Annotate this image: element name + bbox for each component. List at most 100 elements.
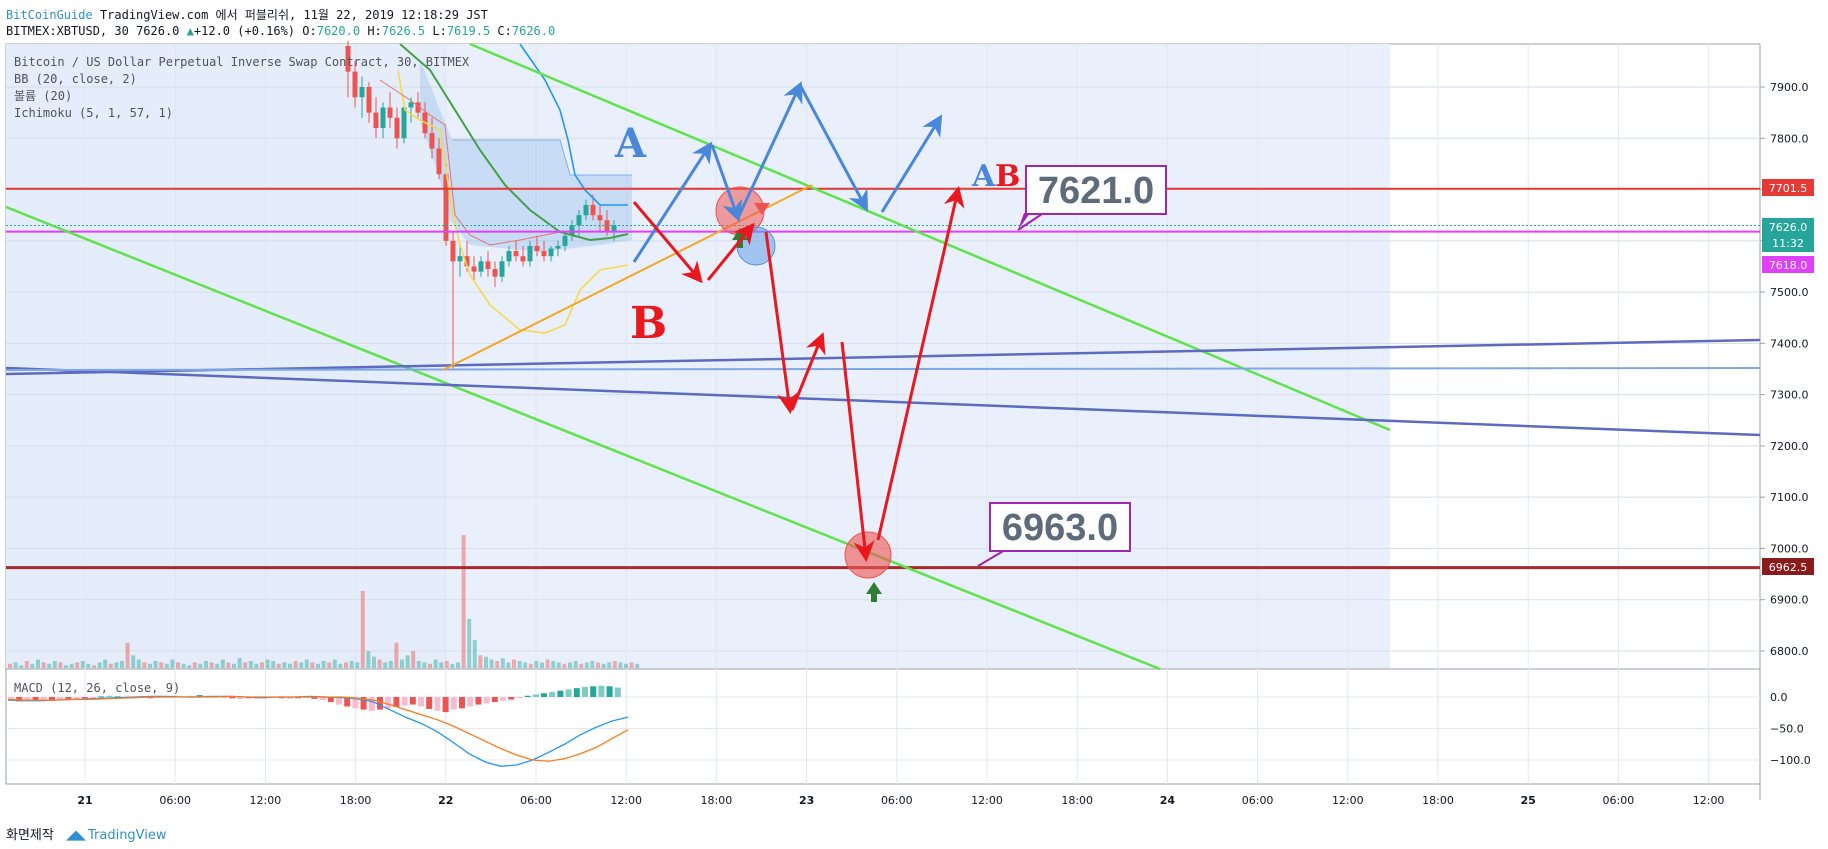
candle-body <box>436 148 442 175</box>
volume-bar <box>489 659 494 668</box>
legend-macd[interactable]: MACD (12, 26, close, 9) <box>14 681 180 695</box>
volume-bar <box>114 662 119 668</box>
time-tick-label: 18:00 <box>1422 794 1454 807</box>
volume-bar <box>288 663 292 668</box>
grid <box>6 44 1760 784</box>
volume-bar <box>405 655 410 668</box>
channel-upper-line <box>469 42 1391 432</box>
signal-line <box>7 695 629 762</box>
volume-bar <box>422 662 427 668</box>
tradingview-logo-icon[interactable]: ◢◣ <box>65 828 86 843</box>
volume-bar <box>41 662 46 668</box>
time-tick-label: 06:00 <box>881 794 913 807</box>
volume-bar <box>472 640 477 668</box>
label-ab-a: A <box>971 159 996 194</box>
scenario-a-arrow <box>632 141 713 263</box>
macd-hist-bar <box>24 697 31 701</box>
volume-bar <box>192 662 197 668</box>
footer-tradingview[interactable]: TradingView <box>87 828 167 843</box>
volume-bar <box>327 662 332 668</box>
volume-bar <box>142 662 147 668</box>
volume-bar <box>584 662 589 668</box>
price-tick-label: 7000.0 <box>1770 542 1809 555</box>
volume-bar <box>551 661 556 668</box>
volume-bar <box>534 661 539 668</box>
volume-bar <box>215 663 220 668</box>
svg-text:7626.0: 7626.0 <box>1769 221 1808 234</box>
publish-text: TradingView.com 에서 퍼블리쉬, 11월 22, 2019 12… <box>99 8 488 22</box>
svg-text:7701.5: 7701.5 <box>1769 182 1808 195</box>
volume-bar <box>495 661 500 668</box>
volume-bar <box>86 663 91 668</box>
volume-bar <box>596 662 600 668</box>
candle-body <box>352 71 358 98</box>
legend-ichimoku[interactable]: Ichimoku (5, 1, 57, 1) <box>14 106 173 120</box>
cloud-edge <box>452 139 632 176</box>
volume-bar <box>512 659 516 668</box>
volume-bar <box>461 535 466 668</box>
time-tick-label: 18:00 <box>340 794 372 807</box>
low-label: L: <box>432 24 447 38</box>
price-tag-support: 6962.5 <box>1762 558 1814 575</box>
candle-body <box>548 248 554 257</box>
candle-body <box>457 256 463 262</box>
volume-bar <box>607 662 612 668</box>
callout-bottom[interactable]: 6963.0 <box>977 502 1131 567</box>
volume-bar <box>332 659 337 668</box>
volume-bar <box>394 642 399 668</box>
volume-bar <box>260 662 264 668</box>
macd-hist-bar <box>106 695 113 697</box>
candle-body <box>576 215 582 226</box>
indicator-lines <box>379 43 629 334</box>
up-arrow-icon <box>866 582 882 602</box>
volume-bar <box>540 662 544 668</box>
volume-bar <box>97 662 102 668</box>
publish-info: BitCoinGuide TradingView.com 에서 퍼블리쉬, 11… <box>6 6 488 23</box>
time-tick-label: 06:00 <box>520 794 552 807</box>
author-link[interactable]: BitCoinGuide <box>6 8 93 22</box>
time-tick-label: 12:00 <box>250 794 282 807</box>
blue-trend-rising <box>5 338 1761 376</box>
macd-hist-bar <box>344 697 351 707</box>
ichimoku-conversion <box>379 79 561 246</box>
volume-bar <box>304 659 309 668</box>
price-tick-label: 7200.0 <box>1770 440 1809 453</box>
candle-body <box>450 240 456 262</box>
time-tick-label: 12:00 <box>1332 794 1364 807</box>
scenario-b-arrow <box>876 185 965 541</box>
macd-hist-bar <box>229 697 236 699</box>
volume-bar <box>92 665 96 668</box>
candle-body <box>562 235 568 246</box>
volume-bar <box>579 663 584 668</box>
volume-bar <box>58 662 63 668</box>
scenario-a-arrow <box>710 144 743 222</box>
callout-top[interactable]: 7621.0 <box>1017 165 1167 231</box>
volume-bar <box>265 659 270 668</box>
volume-bar <box>36 659 40 668</box>
volume-bar <box>590 661 595 668</box>
volume-bar <box>103 659 108 668</box>
bb-upper <box>519 43 628 206</box>
volume-bar <box>148 663 152 668</box>
macd-hist-bar <box>409 697 416 705</box>
blue-trend-falling <box>5 366 1761 437</box>
legend-title: Bitcoin / US Dollar Perpetual Inverse Sw… <box>14 55 470 69</box>
time-tick-label: 25 <box>1521 794 1536 807</box>
cloud-area <box>420 60 632 252</box>
volume-bar <box>232 663 236 668</box>
candle-body <box>513 251 519 257</box>
time-tick-label: 22 <box>438 794 453 807</box>
macd-hist-bar <box>508 697 515 700</box>
legend-volume[interactable]: 볼륨 (20) <box>14 89 72 103</box>
macd-hist-bar <box>565 689 572 697</box>
legend-bb[interactable]: BB (20, close, 2) <box>14 72 137 86</box>
up-triangle-icon: ▲ <box>186 24 194 38</box>
macd-hist-bar <box>524 695 531 697</box>
symbol-label[interactable]: BITMEX:XBTUSD, 30 <box>6 24 129 38</box>
volume-bar <box>562 663 567 668</box>
label-b: B <box>630 298 667 349</box>
time-tick-label: 06:00 <box>1242 794 1274 807</box>
scenario-a-arrow <box>798 84 868 212</box>
volume-bar <box>204 661 208 668</box>
